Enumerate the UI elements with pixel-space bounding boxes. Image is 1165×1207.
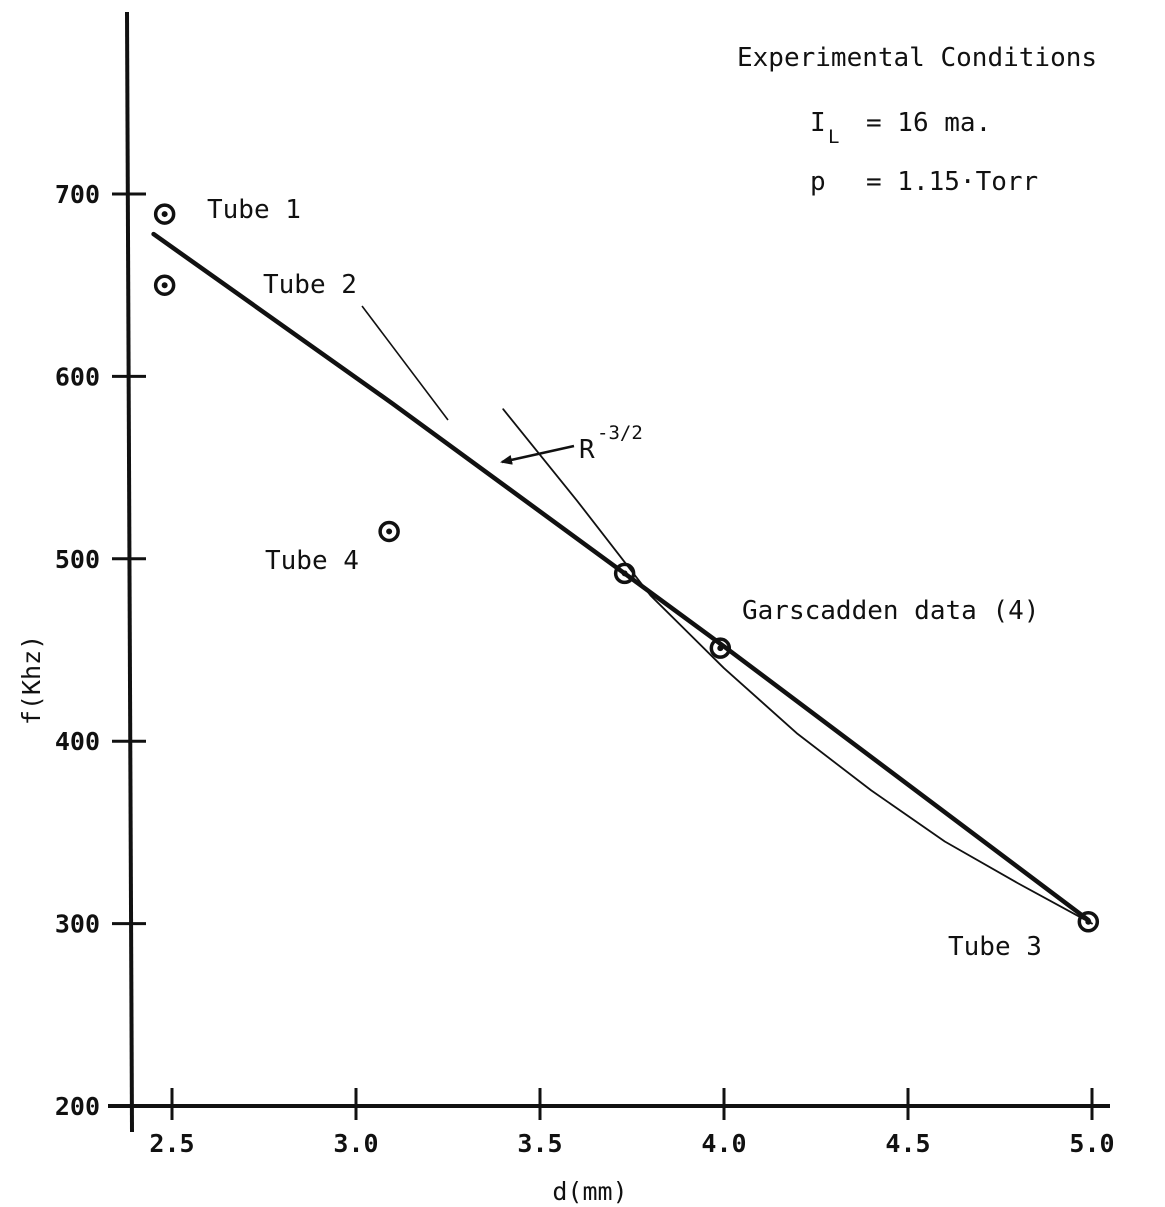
data-point <box>153 203 176 225</box>
x-tick-label: 5.0 <box>1069 1129 1114 1158</box>
annotation-r-base: R <box>579 435 595 465</box>
annotation-tube-1: Tube 1 <box>207 195 301 225</box>
y-axis <box>125 11 134 1133</box>
tube-2-leader <box>361 305 449 421</box>
annotation-garscadden: Garscadden data (4) <box>742 596 1039 626</box>
y-tick-label: 300 <box>55 910 100 939</box>
data-point <box>613 562 636 585</box>
conditions-p-var: p <box>810 167 826 197</box>
conditions-il-value: = 16 ma. <box>866 108 991 138</box>
x-tick-label: 4.5 <box>885 1129 930 1158</box>
x-ticks: 2.5 3.0 3.5 4.0 4.5 5.0 <box>149 1088 1115 1158</box>
conditions-il-sub: L <box>828 126 839 148</box>
x-tick-label: 3.5 <box>517 1129 562 1158</box>
x-axis-title: d(mm) <box>552 1177 627 1206</box>
annotation-tube-4: Tube 4 <box>265 546 359 576</box>
data-points <box>153 203 1100 933</box>
data-point <box>709 637 732 659</box>
y-tick-label: 200 <box>55 1092 100 1121</box>
y-axis-title: f(Khz) <box>17 635 46 725</box>
annotation-tube-3: Tube 3 <box>948 932 1042 962</box>
y-tick-label: 400 <box>55 727 100 756</box>
annotation-tube-2: Tube 2 <box>263 270 357 300</box>
x-tick-label: 2.5 <box>149 1129 194 1158</box>
conditions-il-var: I <box>810 108 826 138</box>
y-tick-label: 700 <box>55 180 100 209</box>
x-tick-label: 4.0 <box>701 1129 746 1158</box>
curves <box>151 231 1093 925</box>
r-minus-three-halves-curve <box>502 408 1093 925</box>
garscadden-line <box>151 231 1091 923</box>
x-tick-label: 3.0 <box>333 1129 378 1158</box>
data-point <box>153 274 176 296</box>
data-point <box>1077 911 1100 933</box>
annotation-r-exponent: -3/2 <box>597 422 643 444</box>
conditions-p-value: = 1.15·Torr <box>866 167 1038 197</box>
data-point <box>378 520 400 543</box>
r-arrow <box>500 444 575 465</box>
conditions-title: Experimental Conditions <box>737 43 1097 73</box>
y-tick-label: 600 <box>55 362 100 391</box>
y-ticks: 200 300 400 500 600 700 <box>55 180 146 1121</box>
y-tick-label: 500 <box>55 545 100 574</box>
